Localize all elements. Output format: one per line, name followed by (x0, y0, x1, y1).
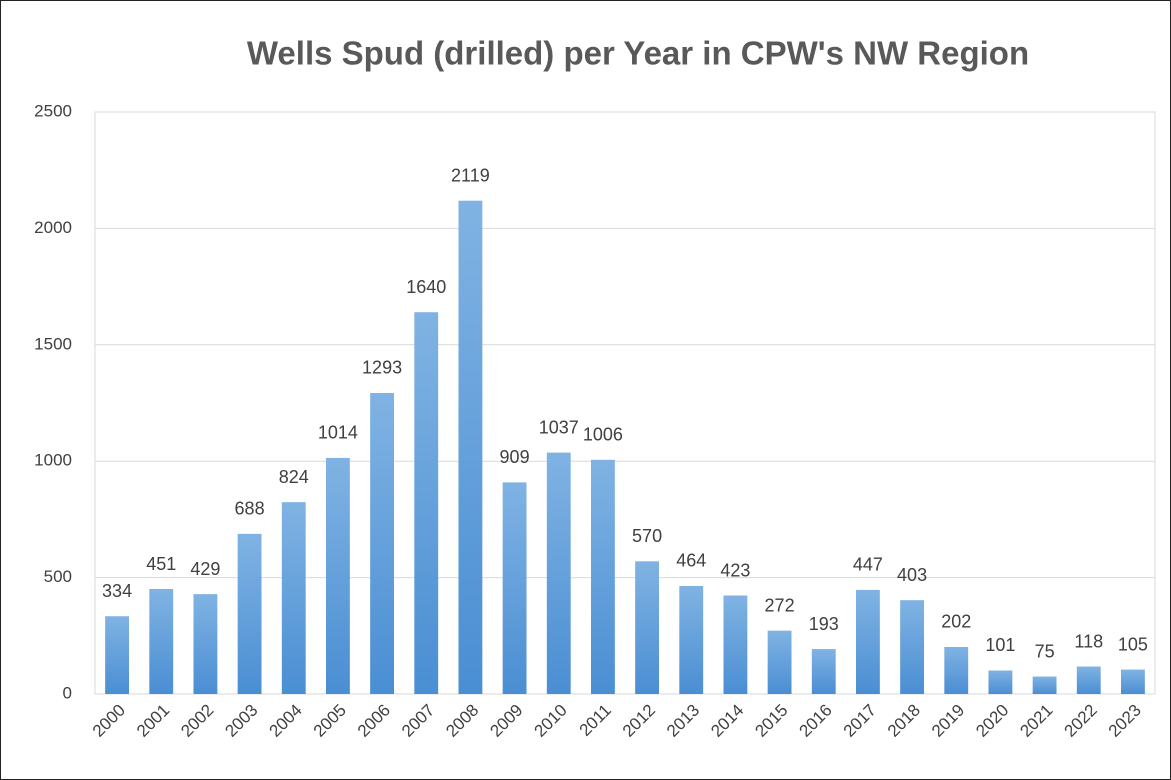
bar (546, 452, 571, 694)
data-label: 1006 (583, 425, 623, 445)
data-label: 105 (1118, 634, 1148, 654)
bar (370, 392, 395, 694)
bar (502, 482, 527, 694)
y-tick-label: 0 (63, 683, 72, 702)
data-label: 451 (146, 554, 176, 574)
y-tick-label: 1500 (34, 334, 72, 353)
data-label: 193 (809, 614, 839, 634)
bar (767, 630, 792, 694)
data-label: 1293 (362, 358, 402, 378)
data-label: 202 (941, 612, 971, 632)
data-label: 1037 (539, 417, 579, 437)
bar (237, 533, 262, 694)
data-label: 447 (853, 555, 883, 575)
data-label: 101 (985, 635, 1015, 655)
chart-title: Wells Spud (drilled) per Year in CPW's N… (247, 35, 1029, 72)
bar (1120, 669, 1145, 694)
bar (281, 502, 306, 694)
bar (193, 594, 218, 694)
bar (988, 670, 1013, 694)
data-label: 1640 (406, 277, 446, 297)
bar (811, 649, 836, 694)
data-label: 75 (1035, 641, 1055, 661)
data-label: 272 (765, 595, 795, 615)
bar (1032, 676, 1057, 694)
data-label: 118 (1074, 631, 1103, 651)
data-label: 464 (676, 551, 706, 571)
y-tick-label: 500 (44, 567, 72, 586)
data-label: 909 (500, 447, 530, 467)
bar (325, 457, 350, 694)
data-label: 334 (102, 581, 132, 601)
data-label: 429 (190, 559, 220, 579)
bar (414, 312, 439, 694)
bar (900, 600, 925, 694)
data-label: 2119 (451, 165, 490, 185)
bar (635, 561, 660, 694)
bar (679, 585, 704, 694)
bar (590, 459, 615, 694)
bar (1076, 666, 1101, 694)
bar (105, 616, 130, 694)
data-label: 423 (720, 560, 750, 580)
data-label: 570 (632, 526, 662, 546)
data-label: 688 (235, 499, 265, 519)
bar (855, 589, 880, 694)
bar (723, 595, 748, 694)
bar (944, 646, 969, 694)
data-label: 1014 (318, 423, 358, 443)
data-label: 824 (279, 467, 309, 487)
data-label: 403 (897, 565, 927, 585)
bar (458, 200, 483, 695)
y-tick-label: 2000 (34, 218, 72, 237)
y-tick-label: 1000 (34, 451, 72, 470)
y-tick-label: 2500 (34, 101, 72, 120)
bar (149, 589, 174, 694)
